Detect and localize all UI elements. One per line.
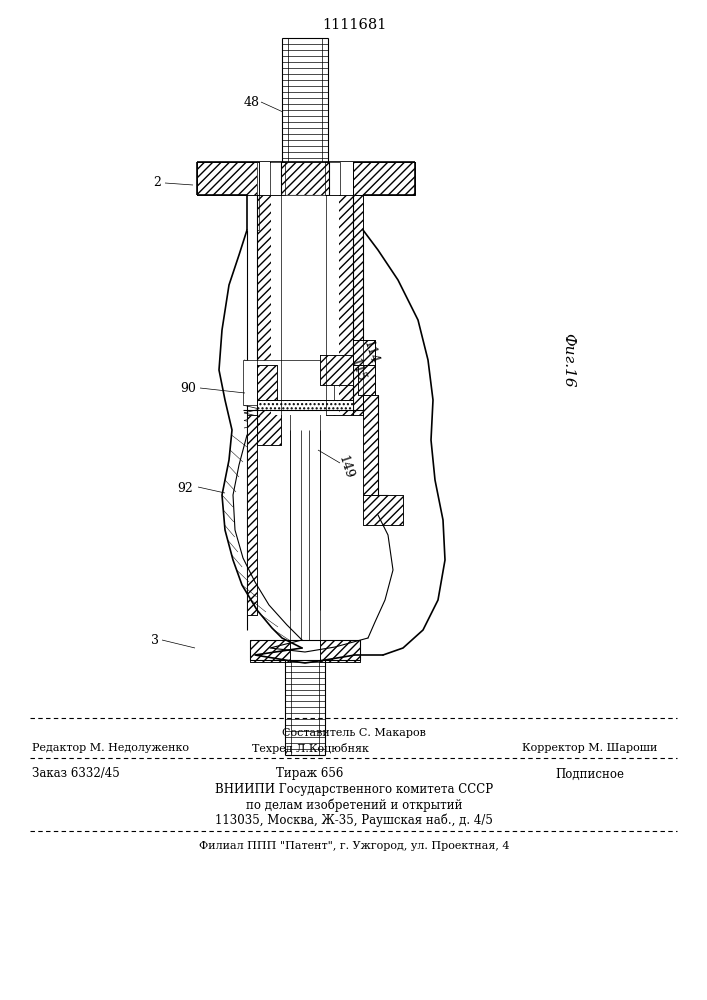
Polygon shape (363, 495, 403, 525)
Polygon shape (353, 340, 375, 365)
Polygon shape (320, 640, 360, 662)
Bar (243, 360, 334, 405)
Text: 1111681: 1111681 (322, 18, 386, 32)
Text: Подписное: Подписное (556, 768, 624, 780)
Bar (271, 195, 339, 415)
Polygon shape (197, 162, 259, 195)
Polygon shape (325, 162, 340, 195)
Text: 2: 2 (153, 176, 161, 190)
Bar (257, 162, 353, 230)
Text: 3: 3 (151, 634, 159, 647)
Polygon shape (257, 400, 353, 410)
Text: 115: 115 (347, 357, 367, 383)
Polygon shape (257, 195, 281, 445)
Bar (259, 162, 353, 195)
Text: 113035, Москва, Ж-35, Раушская наб., д. 4/5: 113035, Москва, Ж-35, Раушская наб., д. … (215, 813, 493, 827)
Bar (290, 640, 320, 662)
Polygon shape (353, 162, 415, 195)
Polygon shape (358, 365, 375, 395)
Text: Филиал ППП "Патент", г. Ужгород, ул. Проектная, 4: Филиал ППП "Патент", г. Ужгород, ул. Про… (199, 841, 509, 851)
Polygon shape (257, 162, 259, 230)
Text: Редактор М. Недолуженко: Редактор М. Недолуженко (32, 743, 189, 753)
Polygon shape (270, 162, 285, 195)
Text: Техред Л.Коцюбняк: Техред Л.Коцюбняк (252, 742, 368, 754)
Text: Составитель С. Макаров: Составитель С. Макаров (282, 728, 426, 738)
Polygon shape (281, 162, 329, 195)
Bar (285, 162, 325, 195)
Text: по делам изобретений и открытий: по делам изобретений и открытий (246, 798, 462, 812)
Polygon shape (247, 415, 257, 615)
Polygon shape (250, 640, 290, 662)
Polygon shape (363, 395, 378, 495)
Text: 92: 92 (177, 482, 193, 494)
Text: Тираж 656: Тираж 656 (276, 768, 344, 780)
Text: Фиг.16: Фиг.16 (561, 333, 575, 387)
Text: 114: 114 (360, 339, 380, 365)
Text: Заказ 6332/45: Заказ 6332/45 (32, 768, 119, 780)
Text: 48: 48 (244, 96, 260, 108)
Text: 149: 149 (335, 454, 355, 480)
Polygon shape (257, 365, 277, 400)
Polygon shape (320, 355, 353, 385)
Polygon shape (326, 195, 363, 415)
Text: 90: 90 (180, 381, 196, 394)
Text: Корректор М. Шароши: Корректор М. Шароши (522, 743, 658, 753)
Text: ВНИИПИ Государственного комитета СССР: ВНИИПИ Государственного комитета СССР (215, 784, 493, 796)
